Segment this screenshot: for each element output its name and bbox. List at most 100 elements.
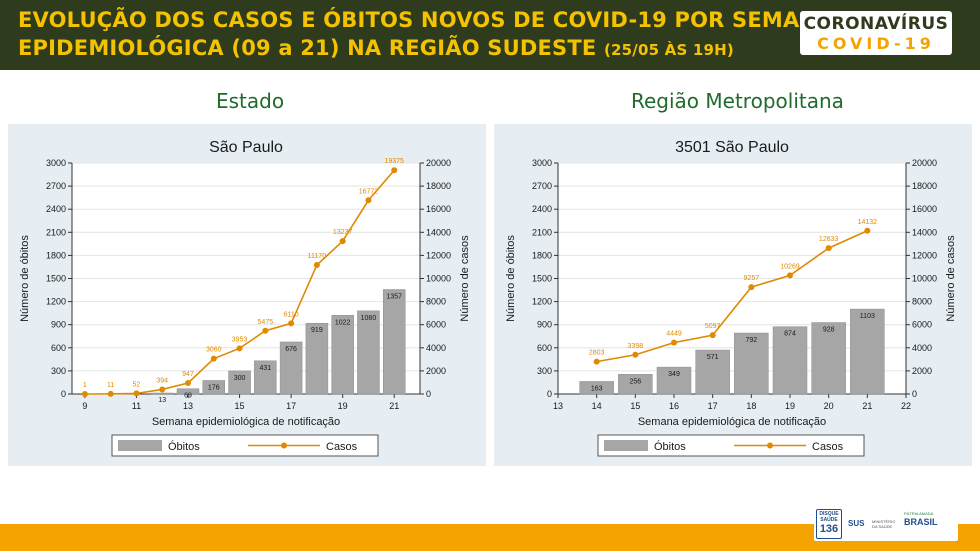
line-point bbox=[593, 358, 600, 365]
chart-estado: São Paulo 0 300 600 900 1200 1500 1800 2100 2400 2… bbox=[19, 139, 471, 457]
y-left-tick-label: 3000 bbox=[532, 158, 552, 168]
bar-data-label: 928 bbox=[823, 327, 835, 334]
chart-panel-regiao: 3501 São Paulo 0 300 600 900 1200 1500 1800 2100… bbox=[494, 124, 972, 466]
line-data-label: 13237 bbox=[333, 229, 353, 236]
line-point bbox=[133, 390, 140, 397]
legend-label-obitos: Óbitos bbox=[168, 440, 200, 453]
y-right-tick-label: 16000 bbox=[426, 204, 451, 214]
x-tick-label: 22 bbox=[901, 401, 911, 411]
bar bbox=[357, 310, 380, 395]
legend-label-obitos: Óbitos bbox=[654, 440, 686, 453]
bar-data-label: 571 bbox=[707, 354, 719, 361]
brasil-logo: BRASIL bbox=[904, 517, 938, 527]
legend-box bbox=[111, 434, 379, 457]
y-left-tick-label: 300 bbox=[51, 366, 66, 376]
bar bbox=[734, 332, 769, 395]
chart-regiao: 3501 São Paulo 0 300 600 900 1200 1500 1800 2100… bbox=[505, 139, 957, 457]
bar-data-label: 300 bbox=[234, 375, 246, 382]
x-axis-title: Semana epidemiológica de notificação bbox=[152, 416, 340, 428]
bar-data-label: 163 bbox=[591, 385, 603, 392]
bar-data-label: 349 bbox=[668, 371, 680, 378]
y-right-tick-label: 4000 bbox=[426, 343, 446, 353]
bar-data-label: 874 bbox=[784, 331, 796, 338]
line-point bbox=[288, 320, 295, 327]
y-right-tick-label: 10000 bbox=[426, 274, 451, 284]
y-right-tick-label: 6000 bbox=[912, 320, 932, 330]
line-data-label: 6110 bbox=[284, 311, 299, 318]
line-data-label: 19375 bbox=[384, 158, 404, 165]
bar-data-label: 69 bbox=[184, 393, 192, 400]
bar bbox=[176, 388, 200, 395]
bar bbox=[850, 308, 885, 395]
x-tick-label: 9 bbox=[82, 401, 87, 411]
x-axis-title: Semana epidemiológica de notificação bbox=[638, 416, 826, 428]
y-left-tick-label: 2400 bbox=[532, 204, 552, 214]
section-title-estado: Estado bbox=[216, 89, 285, 113]
logo-line1: CORONAVÍRUS bbox=[803, 14, 949, 34]
bar-data-label: 919 bbox=[311, 327, 323, 334]
line-data-label: 3953 bbox=[232, 336, 248, 343]
line-data-label: 11 bbox=[107, 382, 114, 389]
y-right-tick-label: 20000 bbox=[426, 158, 451, 168]
line-point bbox=[159, 386, 166, 393]
line-data-label: 2803 bbox=[589, 350, 605, 357]
y-left-tick-label: 0 bbox=[547, 389, 552, 399]
bar bbox=[811, 322, 846, 395]
line-data-label: 947 bbox=[182, 371, 194, 378]
bar bbox=[772, 326, 808, 395]
line-point bbox=[632, 351, 639, 358]
bar bbox=[150, 392, 174, 395]
bar bbox=[279, 341, 303, 395]
bar-data-label: 1022 bbox=[335, 319, 351, 326]
line-point bbox=[671, 339, 677, 346]
y-left-tick-label: 1500 bbox=[46, 274, 66, 284]
line-point bbox=[339, 238, 346, 245]
disque-label: DISQUE SAÚDE bbox=[819, 511, 839, 523]
legend-marker-casos bbox=[281, 442, 287, 449]
y-right-tick-label: 8000 bbox=[426, 297, 446, 307]
x-tick-label: 13 bbox=[553, 401, 563, 411]
y-right-axis-title: Número de casos bbox=[945, 235, 957, 322]
y-right-tick-label: 8000 bbox=[912, 297, 932, 307]
line-point bbox=[262, 327, 269, 334]
line-point bbox=[81, 390, 88, 397]
section-title-regiao: Região Metropolitana bbox=[631, 89, 844, 113]
y-left-tick-label: 2700 bbox=[532, 181, 552, 191]
y-left-tick-label: 1800 bbox=[532, 250, 552, 260]
line-point bbox=[787, 272, 793, 279]
bar bbox=[254, 360, 277, 395]
line-data-label: 5097 bbox=[705, 323, 721, 330]
x-tick-label: 15 bbox=[630, 401, 640, 411]
legend: Óbitos Casos bbox=[597, 434, 865, 457]
x-tick-label: 15 bbox=[235, 401, 245, 411]
y-left-tick-label: 300 bbox=[537, 366, 552, 376]
y-right-tick-label: 2000 bbox=[912, 366, 932, 376]
line-data-label: 11170 bbox=[308, 253, 327, 260]
line-data-label: 14132 bbox=[858, 219, 878, 226]
y-left-tick-label: 3000 bbox=[46, 158, 66, 168]
y-right-tick-label: 10000 bbox=[912, 274, 937, 284]
ministry-label: MINISTÉRIO DA SAÚDE bbox=[872, 519, 896, 529]
line-data-label: 4449 bbox=[666, 331, 682, 338]
line-point bbox=[825, 245, 832, 252]
x-tick-label: 16 bbox=[669, 401, 679, 411]
patria-label: PÁTRIA AMADA bbox=[904, 511, 934, 516]
y-right-tick-label: 18000 bbox=[912, 181, 937, 191]
line-data-label: 394 bbox=[156, 377, 168, 384]
covid-logo: CORONAVÍRUS COVID-19 bbox=[800, 11, 952, 55]
y-right-axis-title: Número de casos bbox=[459, 235, 471, 322]
footer-logos: DISQUE SAÚDE 136 SUS MINISTÉRIO DA SAÚDE… bbox=[814, 507, 958, 541]
bar bbox=[579, 381, 614, 395]
bar bbox=[382, 289, 406, 395]
y-left-tick-label: 1200 bbox=[532, 297, 552, 307]
y-right-tick-label: 14000 bbox=[912, 227, 937, 237]
y-right-tick-label: 4000 bbox=[912, 343, 932, 353]
bar-data-label: 431 bbox=[259, 365, 271, 372]
line-data-label: 16772 bbox=[359, 188, 379, 195]
y-right-tick-label: 14000 bbox=[426, 227, 451, 237]
y-left-tick-label: 1200 bbox=[46, 297, 66, 307]
line-point bbox=[748, 284, 755, 291]
y-left-tick-label: 600 bbox=[537, 343, 552, 353]
y-right-tick-label: 0 bbox=[912, 389, 917, 399]
legend: Óbitos Casos bbox=[111, 434, 379, 457]
